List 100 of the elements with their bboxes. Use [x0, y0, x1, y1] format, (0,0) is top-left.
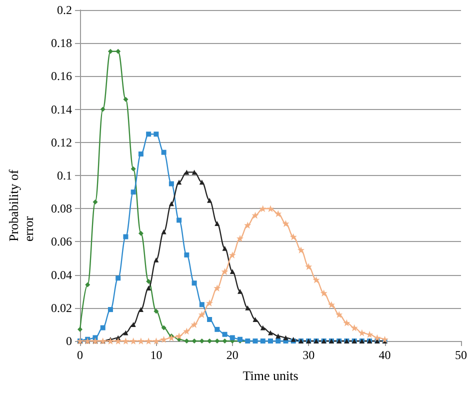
point	[214, 338, 220, 344]
point	[184, 252, 190, 258]
point	[214, 326, 220, 332]
point	[222, 246, 228, 251]
point	[336, 311, 343, 318]
y-tick-label: 0.02	[51, 300, 72, 315]
point	[268, 330, 273, 336]
point	[198, 311, 206, 318]
point	[123, 96, 128, 102]
point	[276, 334, 281, 339]
y-axis-title: Probability of error	[6, 166, 36, 242]
point	[259, 205, 266, 212]
point	[100, 106, 106, 112]
point	[78, 326, 82, 332]
point	[358, 329, 366, 336]
point	[184, 338, 190, 344]
point	[122, 338, 130, 344]
point	[92, 335, 98, 340]
y-tick-label: 0.2	[57, 3, 72, 17]
point	[199, 302, 204, 308]
point	[168, 334, 175, 342]
point	[145, 338, 152, 344]
point	[343, 319, 350, 326]
point	[130, 322, 136, 327]
point	[161, 325, 166, 330]
point	[176, 332, 183, 340]
point	[238, 288, 243, 294]
point	[283, 335, 288, 340]
point	[108, 307, 113, 312]
point	[252, 316, 258, 322]
point	[130, 338, 137, 344]
point	[328, 301, 335, 308]
point	[123, 234, 128, 240]
point	[154, 308, 159, 314]
point	[184, 170, 190, 175]
point	[305, 263, 312, 270]
x-tick-label: 50	[455, 348, 467, 362]
point	[222, 338, 228, 344]
point	[138, 307, 144, 312]
point	[146, 286, 152, 291]
point	[146, 278, 152, 284]
point	[138, 230, 144, 236]
point	[168, 201, 174, 206]
point	[123, 330, 128, 336]
point	[116, 48, 121, 54]
point	[214, 284, 221, 292]
point	[192, 280, 197, 286]
point	[168, 181, 174, 186]
point	[267, 205, 274, 212]
point	[130, 166, 136, 172]
point	[108, 48, 113, 54]
point	[161, 229, 166, 234]
point	[146, 132, 152, 137]
point	[290, 233, 297, 240]
y-tick-label: 0.06	[51, 234, 72, 249]
point	[154, 257, 159, 262]
point	[381, 336, 388, 343]
point	[276, 338, 281, 344]
y-tick-label: 0.08	[51, 202, 72, 216]
x-tick-label: 20	[226, 348, 238, 362]
point	[114, 338, 122, 344]
point	[366, 330, 374, 338]
point	[297, 246, 304, 254]
point	[244, 222, 252, 229]
point	[230, 335, 235, 340]
y-tick-label: 0.1	[57, 168, 72, 182]
point	[85, 282, 90, 288]
x-tick-label: 0	[77, 348, 83, 362]
point	[221, 268, 228, 275]
point	[192, 170, 197, 175]
point	[282, 220, 290, 227]
point	[106, 338, 114, 344]
point	[176, 218, 182, 223]
point	[222, 332, 228, 337]
point	[100, 325, 106, 330]
point	[374, 334, 381, 342]
point	[137, 338, 144, 344]
x-tick-label: 40	[378, 348, 391, 362]
point	[192, 338, 197, 344]
point	[183, 328, 190, 335]
point	[199, 180, 204, 185]
y-tick-label: 0.12	[51, 135, 72, 150]
point	[320, 290, 328, 297]
point	[228, 251, 236, 258]
point	[130, 190, 136, 195]
y-tick-label: 0.04	[51, 268, 72, 282]
y-tick-label: 0.18	[51, 36, 72, 50]
x-tick-label: 10	[150, 348, 162, 362]
point	[214, 220, 220, 226]
x-tick-label: 30	[302, 348, 315, 362]
point	[190, 320, 198, 328]
point	[252, 212, 259, 219]
point	[260, 338, 266, 344]
point	[92, 199, 98, 204]
point	[312, 276, 320, 284]
point	[116, 276, 121, 281]
point	[161, 150, 166, 155]
point	[274, 210, 282, 218]
point	[176, 180, 182, 185]
point	[138, 151, 144, 156]
